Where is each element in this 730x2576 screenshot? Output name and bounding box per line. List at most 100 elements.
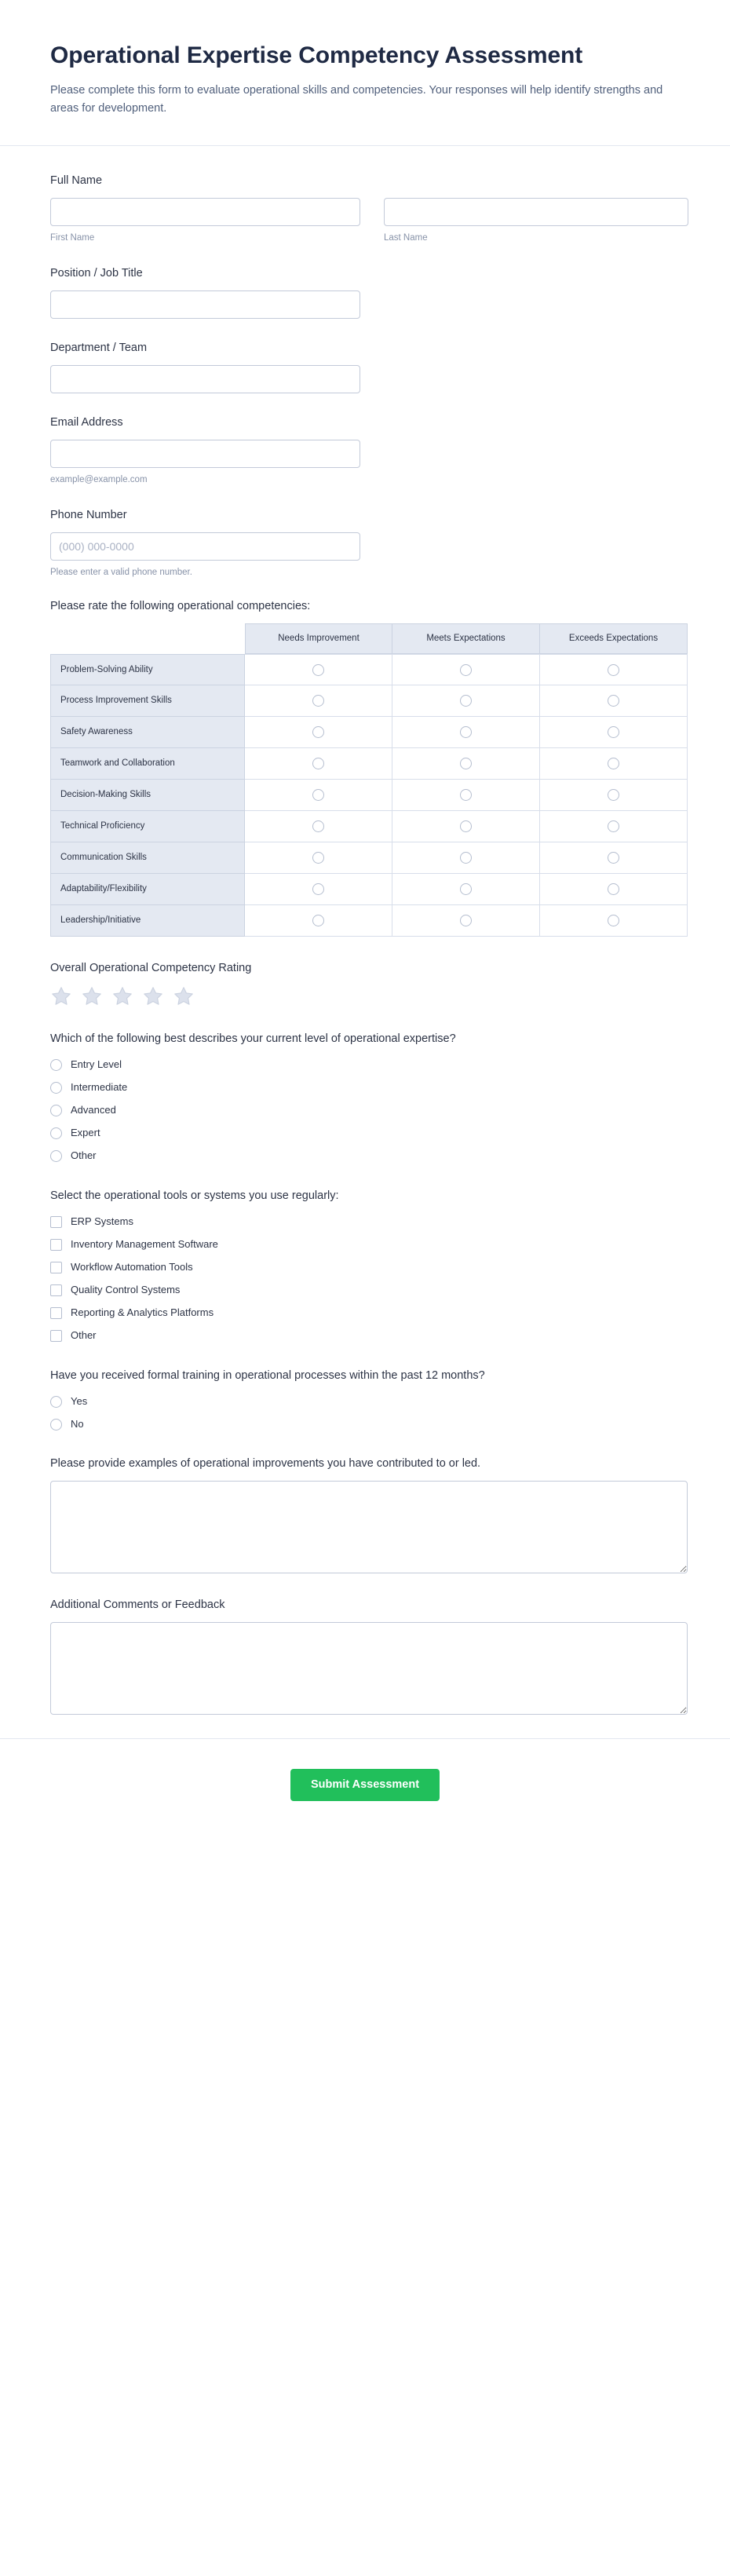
tools-option[interactable]: Other xyxy=(50,1328,680,1344)
star-icon[interactable] xyxy=(111,985,133,1007)
matrix-radio-cell[interactable] xyxy=(540,811,688,843)
table-row: Decision-Making Skills xyxy=(50,780,688,812)
tools-option[interactable]: Inventory Management Software xyxy=(50,1237,680,1253)
matrix-radio-cell[interactable] xyxy=(245,654,392,686)
matrix-radio-cell[interactable] xyxy=(540,654,688,686)
radio-icon[interactable] xyxy=(608,820,619,833)
matrix-radio-cell[interactable] xyxy=(540,717,688,749)
radio-icon[interactable] xyxy=(460,726,472,739)
radio-icon[interactable] xyxy=(608,789,619,802)
matrix-radio-cell[interactable] xyxy=(245,685,392,718)
radio-icon[interactable] xyxy=(460,915,472,927)
matrix-radio-cell[interactable] xyxy=(392,811,540,843)
matrix-radio-cell[interactable] xyxy=(245,842,392,875)
matrix-radio-cell[interactable] xyxy=(245,874,392,906)
star-rating-control[interactable] xyxy=(50,985,680,1007)
tools-option[interactable]: Workflow Automation Tools xyxy=(50,1260,680,1276)
star-icon[interactable] xyxy=(173,985,195,1007)
matrix-radio-cell[interactable] xyxy=(392,874,540,906)
matrix-radio-cell[interactable] xyxy=(540,685,688,718)
radio-icon[interactable] xyxy=(50,1082,62,1094)
radio-icon[interactable] xyxy=(460,789,472,802)
star-icon[interactable] xyxy=(142,985,164,1007)
matrix-radio-cell[interactable] xyxy=(540,748,688,780)
department-input[interactable] xyxy=(50,364,360,393)
email-field[interactable] xyxy=(50,439,360,468)
radio-icon[interactable] xyxy=(312,695,324,707)
matrix-radio-cell[interactable] xyxy=(392,654,540,686)
radio-icon[interactable] xyxy=(312,883,324,896)
improvements-textarea[interactable] xyxy=(50,1481,688,1574)
improvements-block: Please provide examples of operational i… xyxy=(50,1456,688,1574)
radio-icon[interactable] xyxy=(312,726,324,739)
training-option[interactable]: No xyxy=(50,1416,680,1432)
radio-icon[interactable] xyxy=(608,758,619,770)
star-icon[interactable] xyxy=(81,985,103,1007)
matrix-radio-cell[interactable] xyxy=(540,780,688,812)
matrix-radio-cell[interactable] xyxy=(245,905,392,937)
radio-icon[interactable] xyxy=(50,1105,62,1117)
radio-icon[interactable] xyxy=(50,1150,62,1163)
tools-option[interactable]: ERP Systems xyxy=(50,1215,680,1230)
checkbox-icon[interactable] xyxy=(50,1284,62,1297)
star-icon[interactable] xyxy=(50,985,72,1007)
matrix-radio-cell[interactable] xyxy=(245,811,392,843)
matrix-radio-cell[interactable] xyxy=(540,905,688,937)
phone-input[interactable] xyxy=(50,532,360,561)
checkbox-icon[interactable] xyxy=(50,1330,62,1343)
expertise-option[interactable]: Other xyxy=(50,1149,680,1164)
comments-textarea[interactable] xyxy=(50,1622,688,1716)
checkbox-icon[interactable] xyxy=(50,1216,62,1229)
radio-icon[interactable] xyxy=(312,663,324,676)
checkbox-icon[interactable] xyxy=(50,1262,62,1274)
radio-icon[interactable] xyxy=(608,726,619,739)
matrix-radio-cell[interactable] xyxy=(245,780,392,812)
radio-icon[interactable] xyxy=(460,820,472,833)
radio-icon[interactable] xyxy=(460,695,472,707)
radio-icon[interactable] xyxy=(50,1127,62,1140)
matrix-radio-cell[interactable] xyxy=(392,905,540,937)
checkbox-icon[interactable] xyxy=(50,1307,62,1320)
radio-icon[interactable] xyxy=(312,789,324,802)
expertise-option[interactable]: Advanced xyxy=(50,1103,680,1119)
matrix-radio-cell[interactable] xyxy=(392,685,540,718)
radio-icon[interactable] xyxy=(460,663,472,676)
radio-icon[interactable] xyxy=(50,1418,62,1431)
matrix-corner-cell xyxy=(50,623,245,654)
radio-icon[interactable] xyxy=(608,883,619,896)
radio-icon[interactable] xyxy=(312,915,324,927)
radio-icon[interactable] xyxy=(460,883,472,896)
tools-option[interactable]: Quality Control Systems xyxy=(50,1283,680,1299)
matrix-radio-cell[interactable] xyxy=(392,748,540,780)
radio-icon[interactable] xyxy=(312,820,324,833)
radio-icon[interactable] xyxy=(608,663,619,676)
matrix-radio-cell[interactable] xyxy=(392,780,540,812)
radio-icon[interactable] xyxy=(460,852,472,864)
expertise-option[interactable]: Expert xyxy=(50,1126,680,1142)
radio-icon[interactable] xyxy=(608,915,619,927)
radio-icon[interactable] xyxy=(460,758,472,770)
matrix-radio-cell[interactable] xyxy=(392,842,540,875)
matrix-radio-cell[interactable] xyxy=(245,717,392,749)
tools-option[interactable]: Reporting & Analytics Platforms xyxy=(50,1306,680,1321)
first-name-input[interactable] xyxy=(50,197,360,226)
training-option[interactable]: Yes xyxy=(50,1394,680,1409)
matrix-radio-cell[interactable] xyxy=(245,748,392,780)
radio-icon[interactable] xyxy=(608,695,619,707)
matrix-radio-cell[interactable] xyxy=(540,842,688,875)
matrix-radio-cell[interactable] xyxy=(392,717,540,749)
matrix-radio-cell[interactable] xyxy=(540,874,688,906)
radio-icon[interactable] xyxy=(50,1059,62,1072)
radio-icon[interactable] xyxy=(608,852,619,864)
expertise-option[interactable]: Entry Level xyxy=(50,1058,680,1073)
radio-icon[interactable] xyxy=(50,1395,62,1408)
radio-icon[interactable] xyxy=(312,852,324,864)
position-input[interactable] xyxy=(50,290,360,319)
checkbox-icon[interactable] xyxy=(50,1239,62,1251)
last-name-input[interactable] xyxy=(384,197,688,226)
assessment-form-page: Operational Expertise Competency Assessm… xyxy=(0,42,730,1801)
radio-icon[interactable] xyxy=(312,758,324,770)
expertise-option[interactable]: Intermediate xyxy=(50,1080,680,1096)
form-subtitle: Please complete this form to evaluate op… xyxy=(50,83,663,115)
submit-button[interactable]: Submit Assessment xyxy=(290,1769,440,1801)
